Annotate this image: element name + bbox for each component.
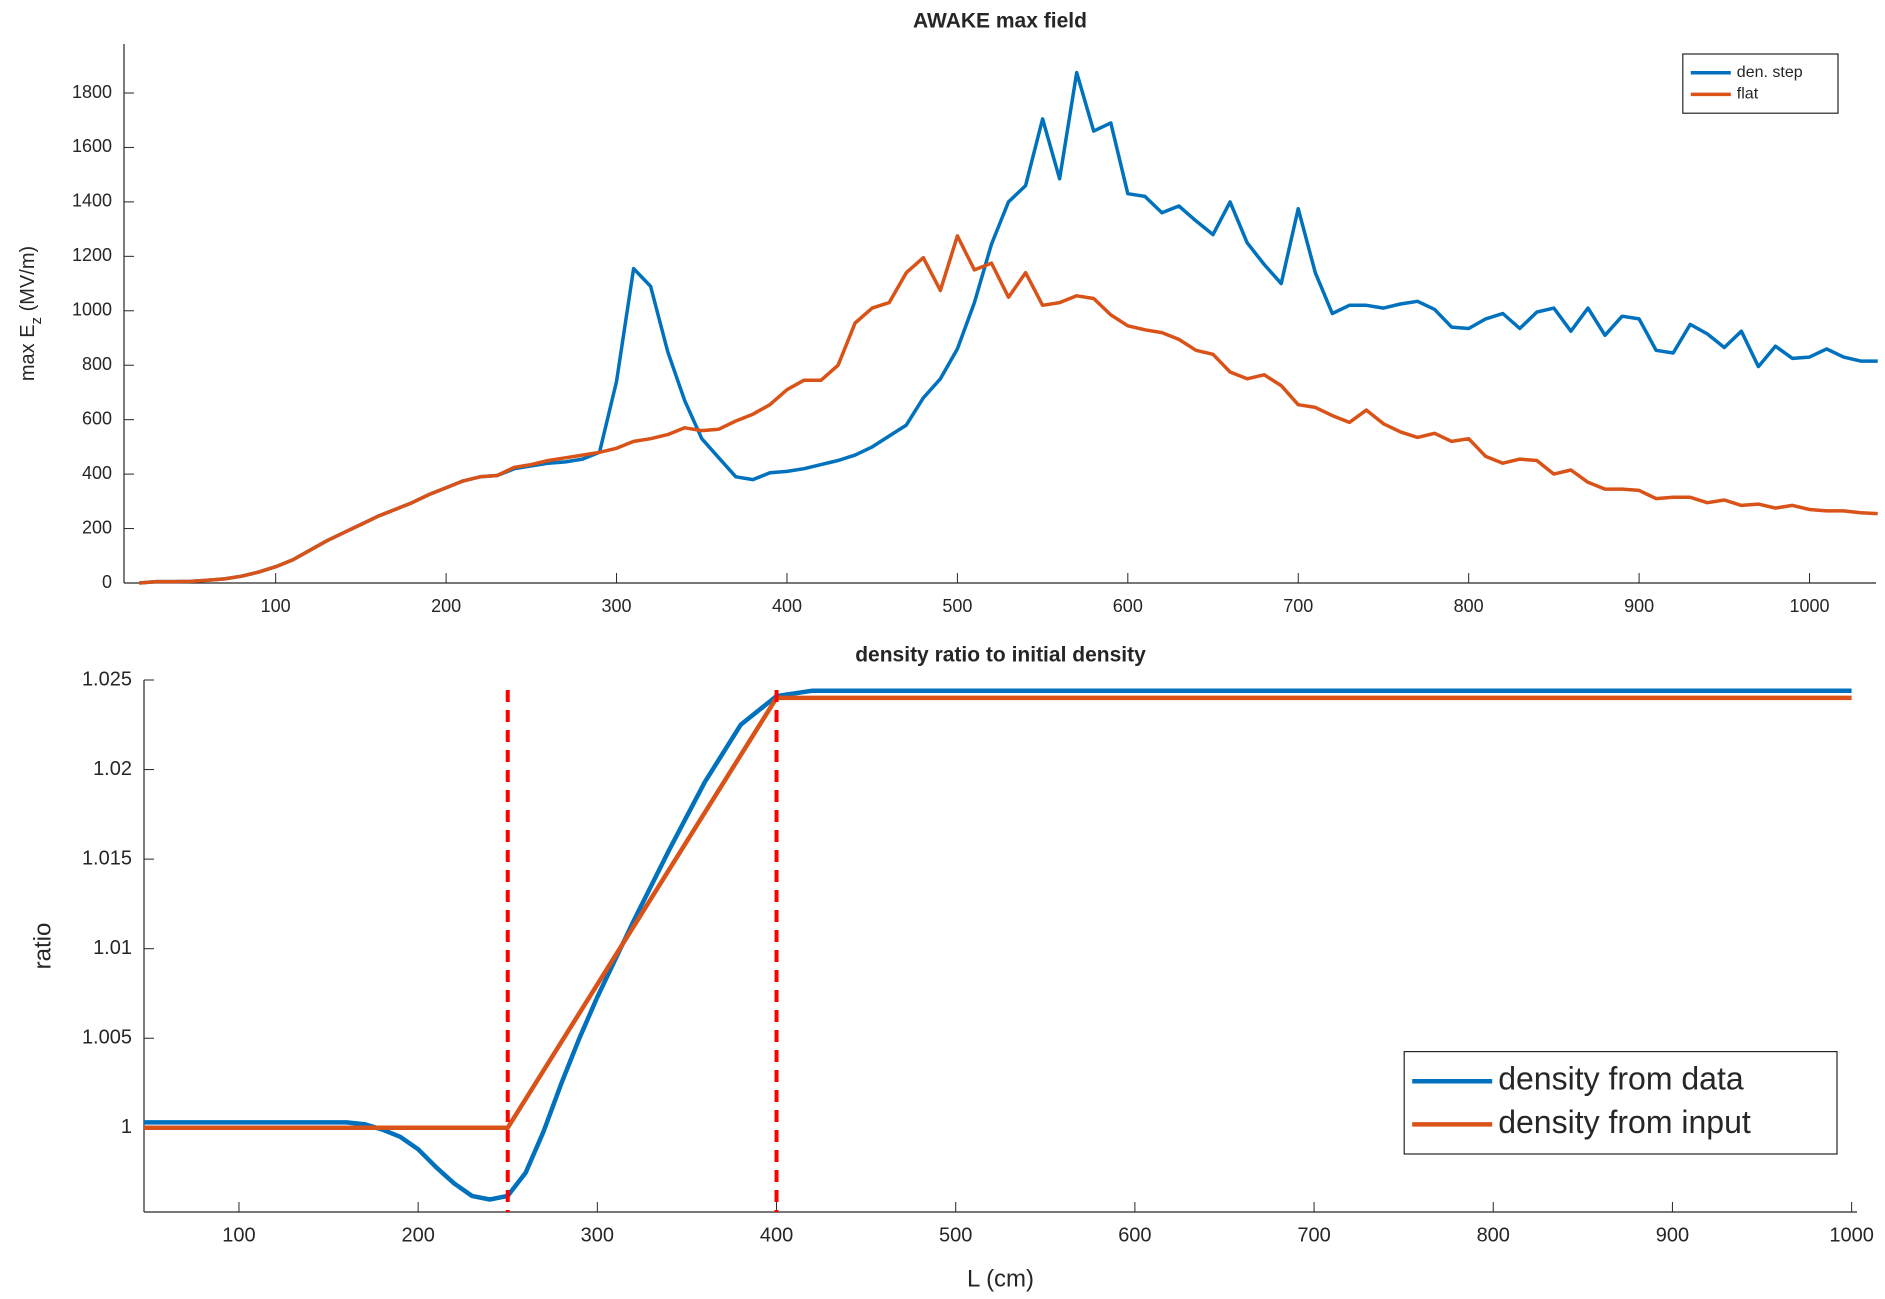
y-tick-label: 600 xyxy=(82,408,112,428)
y-tick-label: 400 xyxy=(82,463,112,483)
y-tick-label: 1.005 xyxy=(82,1027,132,1049)
y-tick-label: 1000 xyxy=(72,300,112,320)
x-tick-label: 100 xyxy=(261,596,291,616)
x-tick-label: 400 xyxy=(760,1224,793,1246)
x-tick-label: 500 xyxy=(942,596,972,616)
x-tick-label: 400 xyxy=(772,596,802,616)
x-tick-label: 700 xyxy=(1283,596,1313,616)
y-tick-label: 1400 xyxy=(72,191,112,211)
x-tick-label: 200 xyxy=(431,596,461,616)
y-tick-label: 800 xyxy=(82,354,112,374)
chart-title: density ratio to initial density xyxy=(855,644,1146,667)
y-tick-label: 1200 xyxy=(72,245,112,265)
legend-box xyxy=(1403,1050,1838,1155)
x-tick-label: 900 xyxy=(1624,596,1654,616)
x-tick-label: 500 xyxy=(939,1224,972,1246)
x-tick-label: 1000 xyxy=(1790,596,1830,616)
legend-label: flat xyxy=(1737,86,1759,103)
legend-label: den. step xyxy=(1737,64,1803,81)
legend-label: density from data xyxy=(1498,1061,1744,1097)
y-axis-label-part: max E xyxy=(17,324,39,381)
legend-box xyxy=(1682,53,1839,114)
series-line xyxy=(139,234,1878,585)
x-tick-label: 100 xyxy=(222,1224,255,1246)
x-tick-label: 600 xyxy=(1113,596,1143,616)
y-tick-label: 1600 xyxy=(72,136,112,156)
series-line xyxy=(144,695,1852,1131)
y-axis-label-part: (MV/m) xyxy=(17,246,39,317)
plot-area xyxy=(139,70,1878,585)
y-tick-label: 1.015 xyxy=(82,847,132,869)
x-tick-label: 900 xyxy=(1656,1224,1689,1246)
y-tick-label: 200 xyxy=(82,517,112,537)
y-axis-label: ratio xyxy=(29,923,56,970)
x-tick-label: 300 xyxy=(581,1224,614,1246)
y-tick-label: 1.01 xyxy=(93,937,132,959)
chart-title: AWAKE max field xyxy=(913,10,1087,33)
legend-label: density from input xyxy=(1498,1104,1751,1140)
y-tick-label: 1800 xyxy=(72,82,112,102)
x-tick-label: 200 xyxy=(401,1224,434,1246)
y-tick-label: 1 xyxy=(121,1116,132,1138)
y-tick-label: 1.02 xyxy=(93,758,132,780)
x-tick-label: 600 xyxy=(1118,1224,1151,1246)
plot-area xyxy=(144,688,1852,1212)
y-tick-label: 0 xyxy=(102,572,112,592)
y-tick-label: 1.025 xyxy=(82,668,132,690)
y-axis-label-part: z xyxy=(28,317,45,325)
x-tick-label: 700 xyxy=(1297,1224,1330,1246)
x-axis-label: L (cm) xyxy=(967,1265,1034,1292)
x-tick-label: 800 xyxy=(1454,596,1484,616)
x-tick-label: 300 xyxy=(602,596,632,616)
x-tick-label: 800 xyxy=(1477,1224,1510,1246)
x-tick-label: 1000 xyxy=(1829,1224,1874,1246)
y-axis-label: max Ez (MV/m) xyxy=(17,246,45,381)
